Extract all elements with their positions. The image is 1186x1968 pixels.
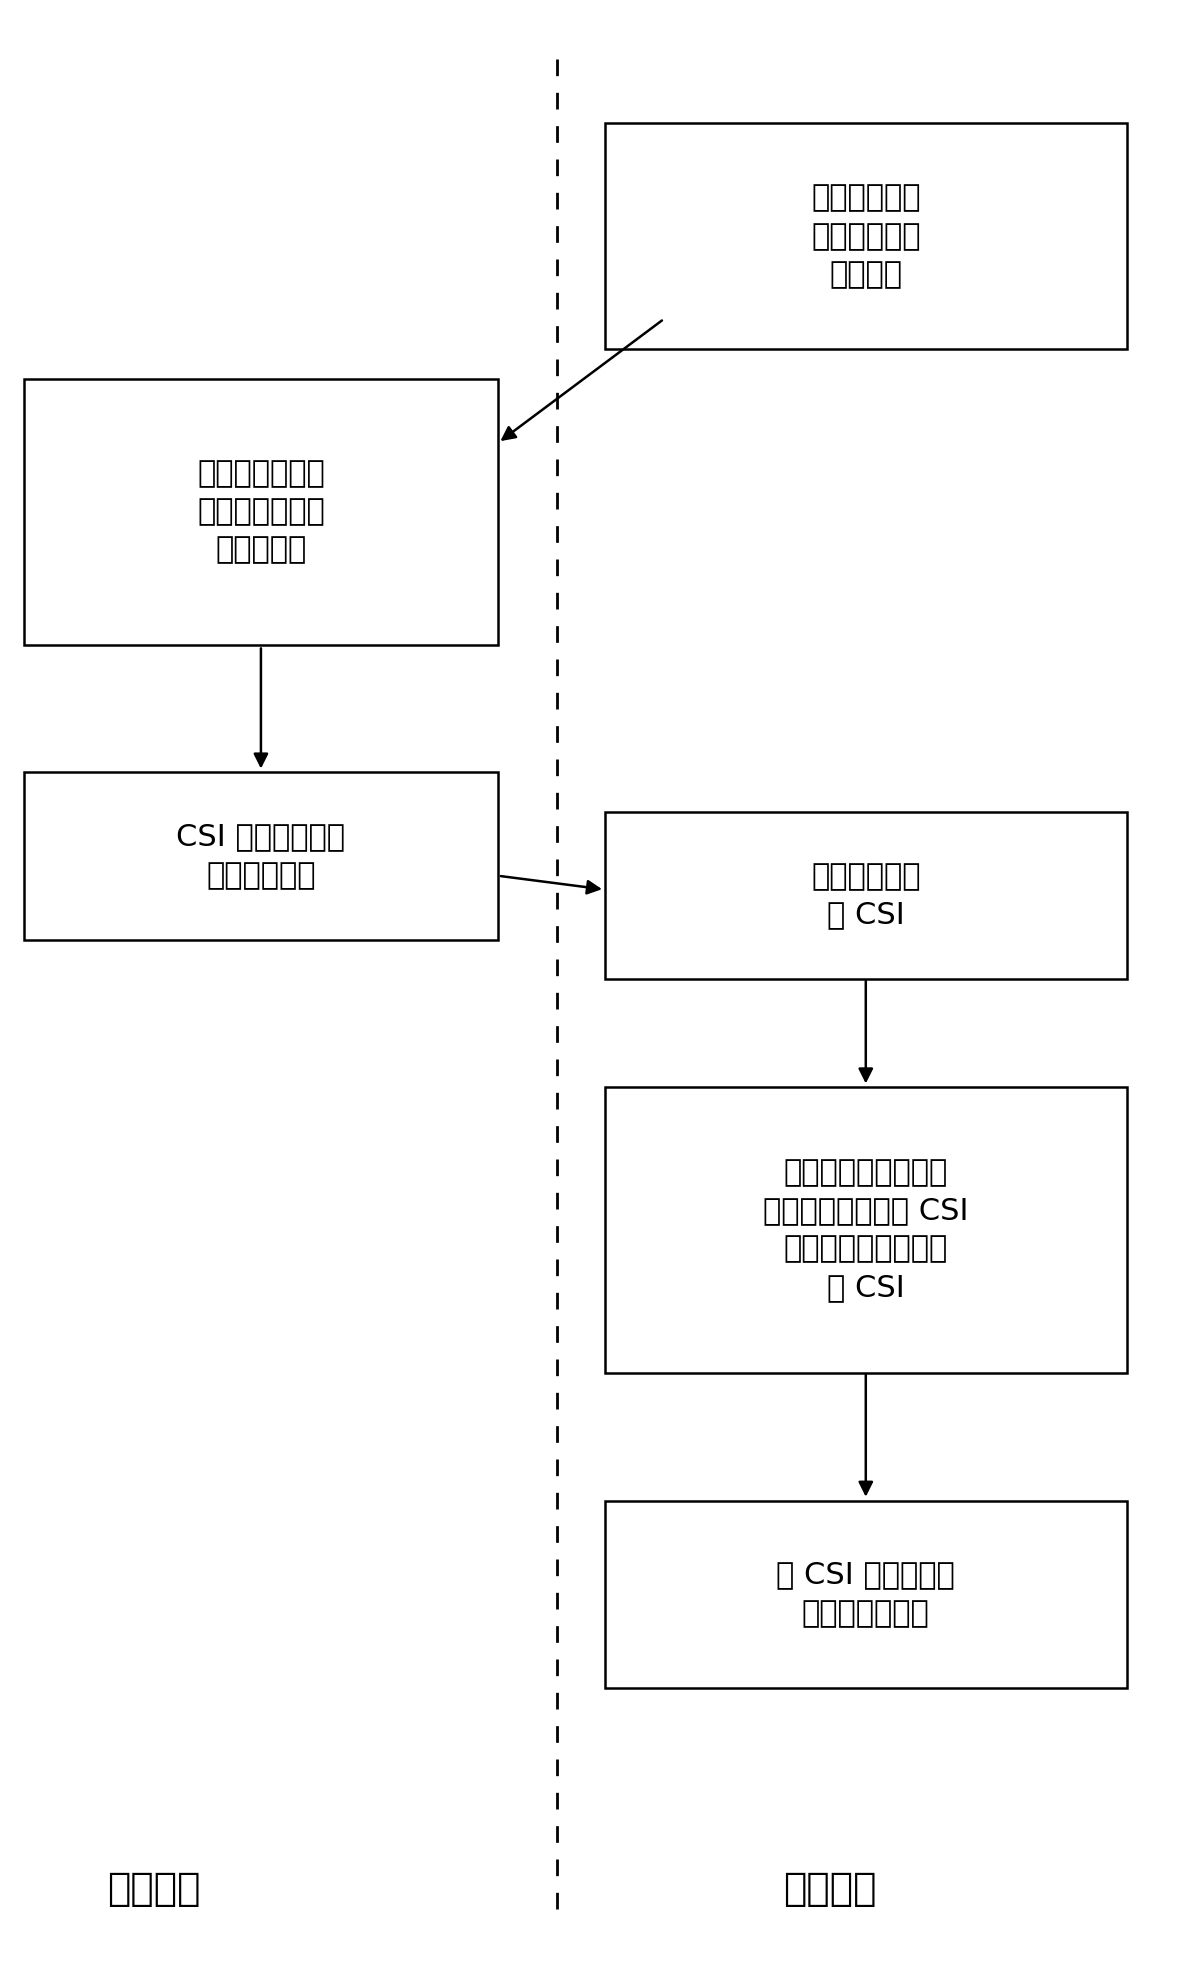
Bar bbox=[24, 771, 498, 939]
Text: 通过基站间连接接收
相邻小区边缘用户 CSI
和发送本小区边缘用
户 CSI: 通过基站间连接接收 相邻小区边缘用户 CSI 和发送本小区边缘用 户 CSI bbox=[763, 1159, 969, 1301]
Bar bbox=[605, 811, 1127, 978]
Text: 基站工作: 基站工作 bbox=[784, 1870, 876, 1909]
Text: CSI 估计，并反馈
给本小区基站: CSI 估计，并反馈 给本小区基站 bbox=[177, 823, 345, 890]
Bar bbox=[605, 1500, 1127, 1687]
Bar bbox=[605, 1086, 1127, 1374]
Text: 由基站和自身位
置信息判断是否
为边缘用户: 由基站和自身位 置信息判断是否 为边缘用户 bbox=[197, 459, 325, 565]
Text: 由 CSI 完成对本小
区用户的预编码: 由 CSI 完成对本小 区用户的预编码 bbox=[777, 1561, 955, 1628]
Text: 广播小区基站
位置信息给本
小区用户: 广播小区基站 位置信息给本 小区用户 bbox=[811, 183, 920, 289]
Bar bbox=[605, 122, 1127, 348]
Text: 接收本小区用
户 CSI: 接收本小区用 户 CSI bbox=[811, 862, 920, 929]
Bar bbox=[24, 378, 498, 644]
Text: 用户工作: 用户工作 bbox=[108, 1870, 200, 1909]
